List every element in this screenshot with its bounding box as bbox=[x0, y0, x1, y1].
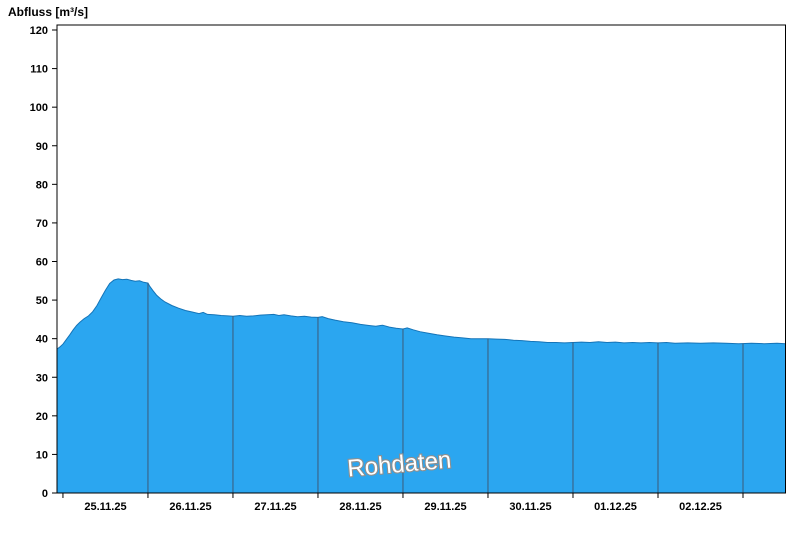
x-tick-label: 30.11.25 bbox=[509, 501, 551, 513]
y-tick-label: 120 bbox=[30, 25, 48, 37]
y-tick-label: 100 bbox=[30, 102, 48, 114]
y-tick-label: 50 bbox=[36, 295, 48, 307]
x-tick-label: 02.12.25 bbox=[679, 501, 722, 513]
y-tick-label: 20 bbox=[36, 411, 48, 423]
y-tick-label: 90 bbox=[36, 141, 48, 153]
discharge-area-series bbox=[56, 278, 786, 494]
plot-frame bbox=[56, 24, 786, 494]
y-axis-title: Abfluss [m³/s] bbox=[8, 5, 89, 19]
x-tick-label: 26.11.25 bbox=[169, 501, 211, 513]
x-tick-label: 29.11.25 bbox=[424, 501, 466, 513]
y-tick-label: 110 bbox=[30, 64, 48, 76]
y-tick-label: 10 bbox=[36, 449, 48, 461]
x-tick-label: 28.11.25 bbox=[339, 501, 381, 513]
x-tick-label: 25.11.25 bbox=[84, 501, 126, 513]
y-tick-label: 70 bbox=[36, 218, 48, 230]
y-tick-label: 30 bbox=[36, 372, 48, 384]
y-tick-label: 60 bbox=[36, 257, 48, 269]
x-tick-label: 27.11.25 bbox=[254, 501, 296, 513]
y-tick-label: 40 bbox=[36, 334, 48, 346]
day-gridlines bbox=[147, 278, 744, 493]
x-tick-label: 01.12.25 bbox=[594, 501, 637, 513]
y-tick-label: 80 bbox=[36, 179, 48, 191]
y-tick-label: 0 bbox=[42, 488, 48, 500]
